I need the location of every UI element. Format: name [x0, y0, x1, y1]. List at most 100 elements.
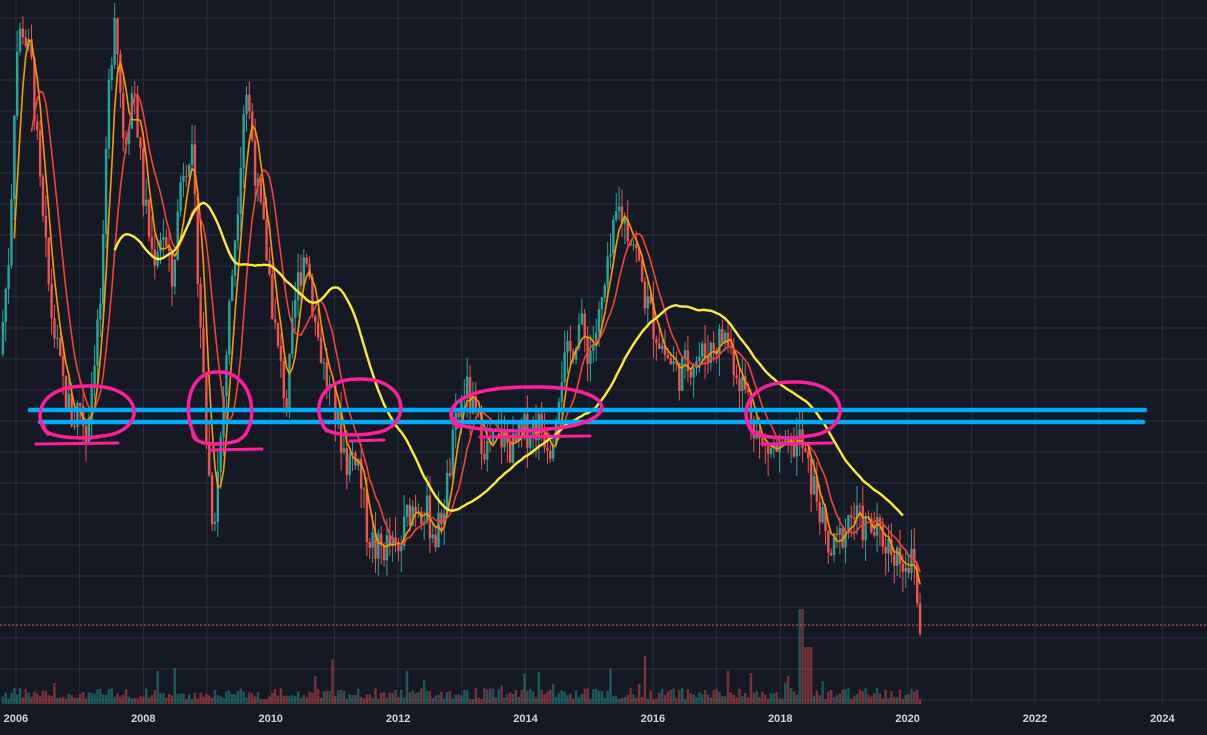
candle-body: [440, 512, 443, 525]
volume-bar: [875, 688, 879, 704]
volume-bar: [649, 690, 652, 704]
x-tick-label: 2020: [895, 713, 919, 725]
candle-body: [150, 236, 154, 250]
candle-body: [282, 360, 285, 399]
annotation-circle-3[interactable]: [317, 377, 403, 437]
annotation-circle-5[interactable]: [744, 380, 842, 440]
candle-body: [907, 567, 910, 574]
candle-body: [718, 328, 721, 355]
volume-bar: [646, 698, 649, 704]
annotation-underline-3: [348, 438, 386, 443]
volume-bar: [695, 697, 698, 704]
volume-bar: [328, 690, 331, 704]
annotation-circle-4[interactable]: [449, 385, 604, 433]
volume-bar: [27, 692, 30, 704]
volume-bar: [483, 688, 486, 704]
volume-bar: [669, 689, 672, 704]
candle-body: [818, 501, 821, 523]
volume-bar: [319, 697, 323, 704]
volume-bar: [508, 692, 512, 704]
volume-bar: [623, 697, 627, 704]
annotation-circle-2[interactable]: [186, 370, 254, 446]
volume-bar: [898, 689, 902, 704]
candle-body: [101, 233, 105, 304]
volume-bar: [67, 693, 70, 704]
volume-bar: [70, 695, 73, 704]
volume-bar: [428, 691, 432, 704]
volume-bar: [325, 690, 328, 704]
volume-bar: [549, 689, 552, 704]
candle-body: [861, 505, 864, 541]
candle-body: [380, 533, 383, 546]
volume-bar: [609, 668, 612, 704]
candle-body: [196, 194, 199, 284]
volume-bar: [804, 647, 807, 704]
volume-bar: [540, 689, 543, 704]
candle-body: [245, 94, 248, 115]
candle-body: [706, 356, 710, 364]
candle-body: [265, 219, 268, 261]
candle-body: [457, 412, 460, 418]
annotation-underline-1: [34, 441, 120, 446]
volume-bar: [781, 698, 784, 704]
candle-body: [253, 140, 257, 186]
volume-bar: [219, 696, 222, 704]
candle-body: [683, 350, 687, 358]
candle-body: [563, 352, 566, 383]
volume-bar: [683, 699, 687, 704]
candle-body: [580, 313, 584, 325]
candle-body: [841, 528, 844, 548]
volume-bar: [798, 609, 801, 704]
volume-bar: [202, 696, 205, 704]
volume-bar: [460, 695, 463, 704]
candle-body: [382, 545, 386, 561]
candle-body: [689, 370, 692, 378]
candle-body: [574, 348, 578, 360]
volume-bar: [838, 693, 842, 704]
candle-body: [434, 534, 437, 548]
volume-bar: [236, 691, 240, 704]
volume-bar: [592, 689, 595, 704]
volume-bar: [597, 690, 601, 704]
volume-bar: [216, 695, 220, 704]
candle-body: [193, 144, 197, 195]
candle-body: [508, 442, 512, 463]
volume-bar: [629, 688, 632, 704]
volume-bar: [431, 698, 435, 704]
volume-bar: [33, 691, 36, 704]
candle-body: [858, 505, 862, 507]
candle-body: [79, 402, 82, 406]
candle-body: [400, 546, 403, 552]
volume-bar: [741, 696, 744, 704]
volume-bar: [167, 694, 171, 704]
volume-bar: [408, 692, 412, 704]
candle-body: [50, 284, 53, 319]
volume-bar: [755, 691, 758, 704]
volume-bar: [119, 696, 122, 704]
volume-bar: [867, 694, 870, 704]
volume-bar: [746, 697, 750, 704]
candle-body: [182, 175, 185, 183]
volume-bar: [291, 695, 294, 704]
candle-body: [471, 396, 475, 414]
candle-body: [864, 516, 867, 541]
candle-body: [213, 521, 217, 525]
candle-body: [784, 437, 787, 446]
volume-bar: [709, 697, 713, 704]
candle-body: [299, 272, 303, 286]
volume-bar: [230, 694, 234, 704]
candle-body: [483, 453, 486, 460]
volume-bar: [586, 688, 589, 704]
volume-bar: [789, 688, 793, 704]
candle-body: [678, 362, 681, 391]
candle-body: [546, 447, 549, 451]
volume-bar: [635, 697, 638, 704]
candle-body: [239, 168, 242, 214]
annotation-circle-1[interactable]: [38, 384, 136, 440]
volume-bar: [529, 689, 532, 704]
candle-body: [110, 64, 113, 80]
candle-body: [824, 507, 827, 532]
volume-bar: [735, 697, 738, 704]
candle-body: [835, 533, 839, 535]
